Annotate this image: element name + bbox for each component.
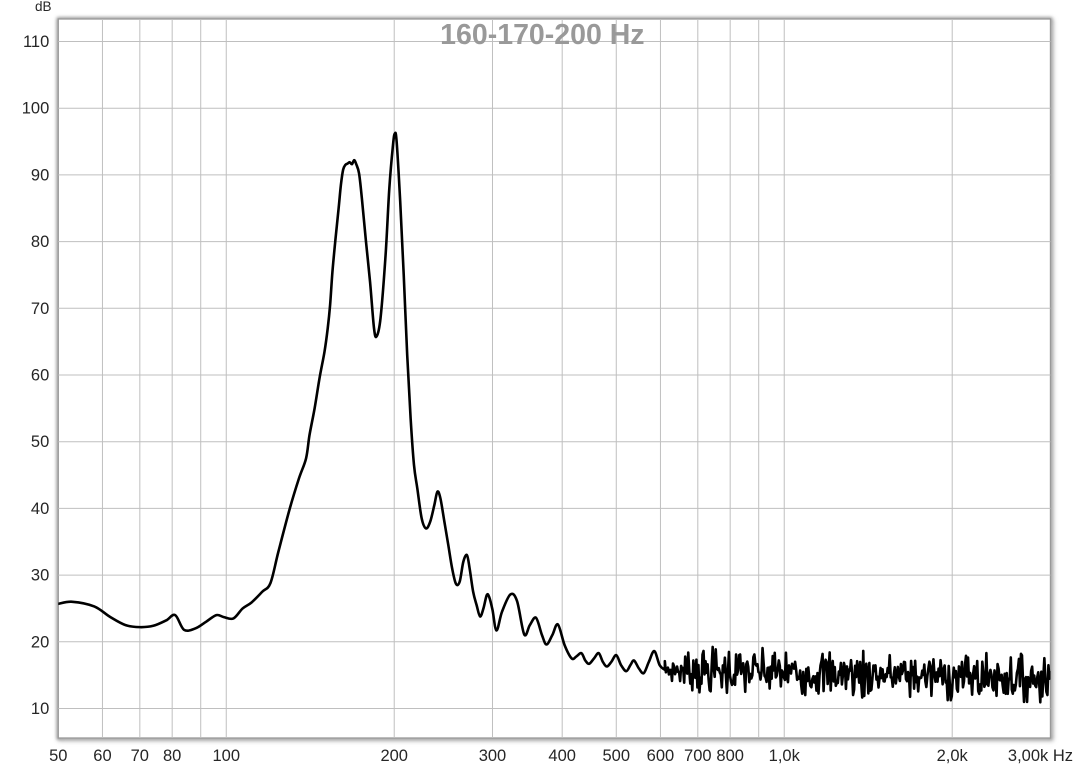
- svg-text:30: 30: [31, 567, 49, 585]
- svg-text:500: 500: [603, 747, 631, 765]
- svg-text:300: 300: [479, 747, 507, 765]
- svg-text:40: 40: [31, 500, 49, 518]
- svg-text:400: 400: [548, 747, 576, 765]
- svg-text:90: 90: [31, 166, 49, 184]
- svg-text:50: 50: [49, 747, 67, 765]
- svg-text:70: 70: [131, 747, 149, 765]
- svg-text:80: 80: [163, 747, 181, 765]
- svg-text:dB: dB: [35, 0, 52, 14]
- svg-text:200: 200: [380, 747, 408, 765]
- svg-text:10: 10: [31, 700, 49, 718]
- svg-text:110: 110: [23, 33, 49, 51]
- svg-text:100: 100: [212, 747, 240, 765]
- svg-text:3,00k Hz: 3,00k Hz: [1008, 747, 1073, 765]
- svg-text:100: 100: [22, 100, 50, 118]
- svg-text:700: 700: [684, 747, 712, 765]
- svg-text:20: 20: [31, 633, 49, 651]
- svg-text:60: 60: [31, 367, 49, 385]
- svg-text:2,0k: 2,0k: [937, 747, 969, 765]
- svg-text:600: 600: [647, 747, 675, 765]
- svg-text:160-170-200 Hz: 160-170-200 Hz: [440, 19, 644, 51]
- svg-text:50: 50: [31, 433, 49, 451]
- svg-text:60: 60: [93, 747, 111, 765]
- svg-text:80: 80: [31, 233, 49, 251]
- svg-text:70: 70: [31, 300, 49, 318]
- svg-text:1,0k: 1,0k: [769, 747, 801, 765]
- svg-text:800: 800: [716, 747, 744, 765]
